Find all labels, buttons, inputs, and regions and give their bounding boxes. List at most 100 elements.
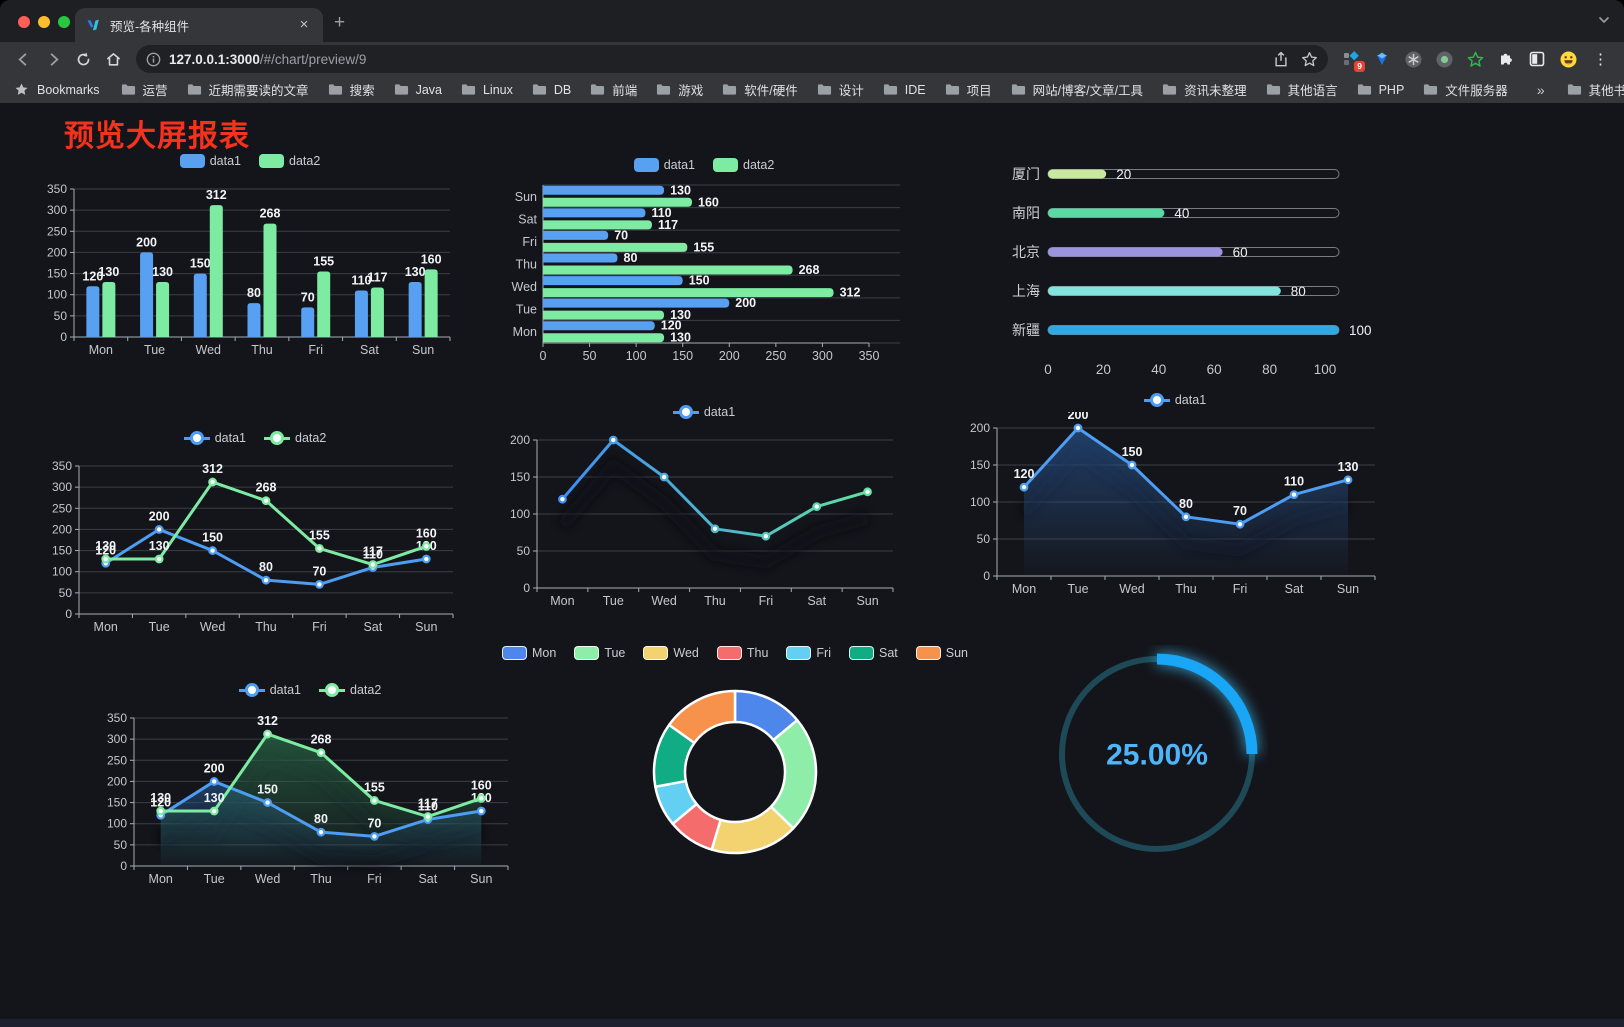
hbar-data1-Fri[interactable] <box>543 230 609 240</box>
hbar-data2-Fri[interactable] <box>543 242 688 252</box>
point-data1-Sat[interactable] <box>812 502 822 511</box>
point-data1-Fri[interactable] <box>1235 519 1245 529</box>
bar-data2-Sun[interactable] <box>424 269 438 337</box>
legend-item-data2[interactable]: data2 <box>319 683 381 697</box>
close-window-button[interactable] <box>18 16 30 28</box>
reload-button[interactable] <box>70 46 96 72</box>
browser-menu-icon[interactable]: ⋮ <box>1593 51 1608 68</box>
bookmarks-root[interactable]: Bookmarks <box>14 82 100 97</box>
hbar-data2-Tue[interactable] <box>543 310 665 320</box>
legend-item-data2[interactable]: data2 <box>264 431 326 445</box>
minimize-window-button[interactable] <box>38 16 50 28</box>
point-data2-Sun[interactable] <box>476 793 486 803</box>
bar-data2-Wed[interactable] <box>209 205 223 337</box>
legend-item-Wed[interactable]: Wed <box>643 646 699 660</box>
green-dot-extension-icon[interactable] <box>1435 50 1453 68</box>
legend-item-Fri[interactable]: Fri <box>786 646 831 660</box>
back-button[interactable] <box>10 46 36 72</box>
bookmark-folder[interactable]: PHP <box>1357 83 1404 97</box>
point-data1-Wed[interactable] <box>659 472 669 482</box>
bar-data1-Wed[interactable] <box>193 273 207 337</box>
split-view-extension-icon[interactable] <box>1528 50 1546 68</box>
hbar-data2-Sat[interactable] <box>543 220 652 230</box>
site-info-icon[interactable] <box>146 52 161 67</box>
point-data1-Thu[interactable] <box>710 524 720 534</box>
point-data1-Sat[interactable] <box>1289 490 1299 499</box>
bookmark-folder[interactable]: 游戏 <box>656 80 703 99</box>
point-data1-Mon[interactable] <box>558 494 567 504</box>
extensions-puzzle-icon[interactable] <box>1497 50 1515 68</box>
bookmark-folder[interactable]: IDE <box>883 83 926 97</box>
point-data1-Tue[interactable] <box>154 525 164 534</box>
bookmark-folder[interactable]: 运营 <box>121 80 168 99</box>
bookmark-folder[interactable]: 搜索 <box>328 80 375 99</box>
bookmark-folder[interactable]: 其他语言 <box>1266 80 1338 99</box>
progress-fill-上海[interactable] <box>1048 286 1281 296</box>
bar-data2-Mon[interactable] <box>102 282 116 337</box>
progress-fill-北京[interactable] <box>1048 247 1223 257</box>
progress-fill-厦门[interactable] <box>1048 169 1107 179</box>
hbar-data1-Sat[interactable] <box>543 208 646 218</box>
legend-item-data2[interactable]: data2 <box>713 158 774 172</box>
other-bookmarks-folder[interactable]: 其他书签 <box>1567 80 1624 99</box>
point-data1-Sun[interactable] <box>863 487 872 497</box>
bookmark-folder[interactable]: 前端 <box>590 80 637 99</box>
progress-fill-南阳[interactable] <box>1048 208 1165 218</box>
legend-item-data2[interactable]: data2 <box>259 154 320 168</box>
point-data1-Sun[interactable] <box>476 806 486 816</box>
legend-item-data1[interactable]: data1 <box>183 431 246 445</box>
bookmark-folder[interactable]: 项目 <box>945 80 992 99</box>
zoom-window-button[interactable] <box>58 16 70 28</box>
point-data2-Fri[interactable] <box>315 544 324 553</box>
point-data1-Tue[interactable] <box>608 435 618 445</box>
point-data1-Sun[interactable] <box>421 554 431 564</box>
hbar-data2-Mon[interactable] <box>543 333 665 343</box>
point-data1-Tue[interactable] <box>209 777 219 786</box>
gauge-progress-arc[interactable] <box>1156 653 1258 755</box>
tab-close-icon[interactable]: × <box>299 16 309 33</box>
progress-fill-新疆[interactable] <box>1048 325 1339 335</box>
legend-item-Sat[interactable]: Sat <box>849 646 898 660</box>
bar-data1-Fri[interactable] <box>301 307 315 337</box>
point-data2-Tue[interactable] <box>154 554 164 564</box>
home-button[interactable] <box>100 46 126 72</box>
legend-item-Thu[interactable]: Thu <box>716 646 768 660</box>
bar-data1-Mon[interactable] <box>86 286 100 337</box>
point-data1-Wed[interactable] <box>208 546 217 555</box>
legend-item-data1[interactable]: data1 <box>179 154 241 168</box>
point-data2-Tue[interactable] <box>209 806 219 816</box>
bookmark-folder[interactable]: Java <box>394 83 442 97</box>
bookmarks-overflow-chevron[interactable]: » <box>1536 81 1545 98</box>
tab-overflow-chevron-icon[interactable] <box>1598 16 1610 24</box>
emoji-extension-icon[interactable] <box>1559 50 1577 68</box>
hbar-data1-Mon[interactable] <box>543 321 655 331</box>
browser-tab[interactable]: 预览-各种组件 × <box>75 8 323 42</box>
new-tab-button[interactable]: + <box>334 12 346 33</box>
hbar-data1-Tue[interactable] <box>543 298 730 308</box>
green-star-extension-icon[interactable] <box>1466 50 1484 68</box>
point-data2-Mon[interactable] <box>156 806 166 816</box>
point-data1-Sun[interactable] <box>1343 475 1353 485</box>
bookmark-star-icon[interactable] <box>1301 51 1318 68</box>
hbar-data2-Sun[interactable] <box>543 197 693 207</box>
bar-data2-Tue[interactable] <box>156 282 170 337</box>
point-data2-Thu[interactable] <box>261 496 271 506</box>
point-data2-Sat[interactable] <box>368 560 378 569</box>
legend-item-Sun[interactable]: Sun <box>915 646 968 660</box>
hbar-data1-Wed[interactable] <box>543 276 683 286</box>
bar-data2-Thu[interactable] <box>263 223 277 337</box>
point-data2-Mon[interactable] <box>101 554 111 564</box>
point-data1-Fri[interactable] <box>370 831 379 841</box>
bookmark-folder[interactable]: 设计 <box>817 80 864 99</box>
legend-item-Tue[interactable]: Tue <box>574 646 625 660</box>
point-data1-Thu[interactable] <box>261 575 271 585</box>
grid-extension-icon[interactable]: 9 <box>1342 50 1365 72</box>
forward-button[interactable] <box>40 46 66 72</box>
snowflake-extension-icon[interactable] <box>1404 50 1422 68</box>
bar-data1-Sun[interactable] <box>408 282 422 337</box>
hbar-data2-Wed[interactable] <box>543 288 834 298</box>
legend-item-data1[interactable]: data1 <box>1143 393 1206 407</box>
point-data2-Wed[interactable] <box>208 477 217 487</box>
legend-item-data1[interactable]: data1 <box>633 158 695 172</box>
gem-extension-icon[interactable] <box>1373 50 1391 68</box>
